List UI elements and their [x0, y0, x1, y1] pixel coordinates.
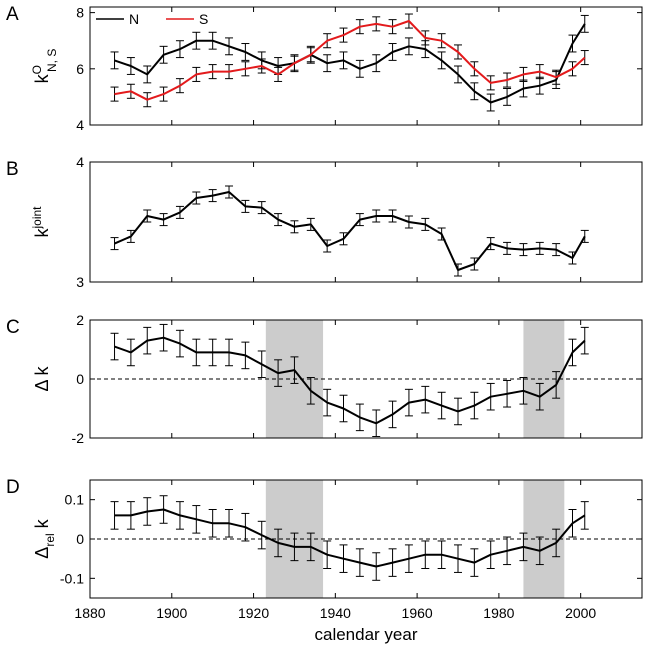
x-tick-label: 1940 — [320, 605, 351, 621]
x-axis-label: calendar year — [314, 625, 417, 644]
series-line — [114, 20, 586, 101]
panel-d: 1880 1900 1920 1940 1960 1980 2000 -0.1 0 0.1 D Δre… — [6, 477, 643, 644]
panel-label: D — [6, 477, 20, 498]
y-axis-label-sub: N, S — [45, 49, 59, 72]
x-tick-label: 1920 — [238, 605, 269, 621]
y-tick-label: 2 — [76, 312, 84, 328]
panel-c: -2 0 2 C Δ k — [6, 312, 643, 446]
panel-label: C — [6, 317, 20, 338]
y-axis-label-base: Δ — [32, 547, 52, 559]
x-tick-label: 1900 — [156, 605, 187, 621]
y-tick-label: 4 — [76, 154, 84, 170]
legend-entry: S — [199, 11, 208, 27]
y-axis-label-tail: k — [32, 518, 52, 533]
y-tick-label: 0.1 — [65, 492, 85, 508]
panel-label: A — [6, 4, 19, 25]
y-axis-label: kjoint — [30, 206, 52, 238]
x-tick-label: 1880 — [74, 605, 105, 621]
axes-frame — [89, 161, 643, 283]
y-axis-label-sub: rel — [43, 533, 57, 546]
series-n — [110, 14, 589, 112]
y-axis-label-sup: O — [30, 65, 44, 74]
series-main — [110, 495, 589, 581]
y-tick-label: 8 — [76, 5, 84, 21]
series-s — [110, 13, 589, 108]
axes-frame — [89, 6, 643, 126]
y-tick-label: 0 — [76, 371, 84, 387]
series-main — [110, 185, 589, 277]
legend-entry: N — [129, 11, 139, 27]
y-axis-label: kON, S — [30, 49, 59, 84]
y-tick-label: 0 — [76, 531, 84, 547]
shaded-region — [523, 320, 565, 438]
y-tick-label: 3 — [76, 274, 84, 290]
y-tick-label: -2 — [72, 430, 85, 446]
series-line — [114, 336, 586, 425]
y-tick-label: -0.1 — [60, 570, 84, 586]
series-line — [114, 23, 586, 104]
y-tick-label: 6 — [76, 61, 84, 77]
shaded-region — [523, 480, 565, 598]
panel-label: B — [6, 159, 19, 180]
y-axis-label-sup: joint — [30, 206, 44, 230]
series-main — [110, 323, 589, 438]
x-tick-label: 2000 — [565, 605, 596, 621]
series-line — [114, 191, 586, 271]
y-axis-label: Δ k — [32, 365, 52, 391]
y-axis-label-base: Δ k — [32, 365, 52, 391]
y-axis-label-base: k — [32, 228, 52, 238]
x-tick-label: 1980 — [483, 605, 514, 621]
y-tick-label: 4 — [76, 117, 84, 133]
x-tick-label: 1960 — [402, 605, 433, 621]
series-line — [114, 508, 586, 568]
y-axis-label: Δrel k — [32, 518, 57, 558]
y-axis-label-base: k — [32, 73, 52, 83]
